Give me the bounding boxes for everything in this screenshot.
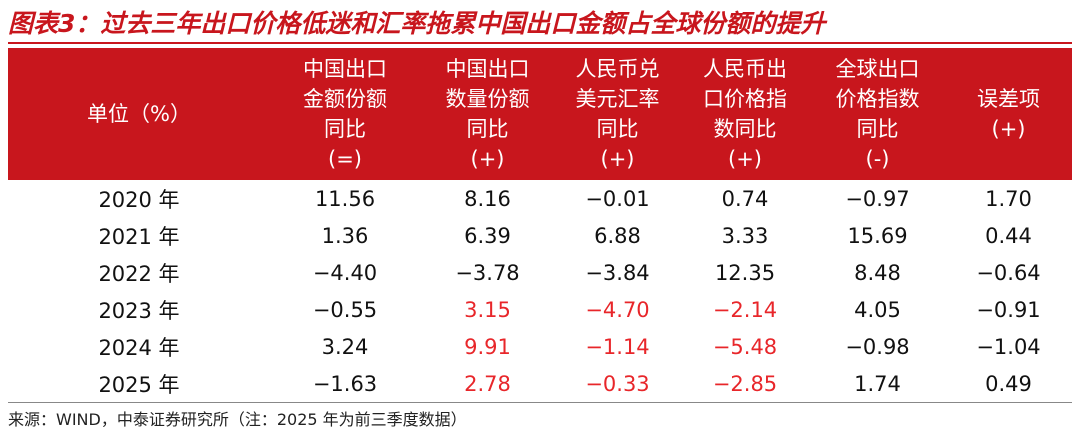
header-line: 同比	[856, 117, 899, 141]
value-cell: −4.40	[312, 260, 378, 285]
header-line: 数量份额	[445, 87, 530, 111]
header-cell: 中国出口金额份额同比 (=)	[270, 48, 420, 180]
value-cell: 6.88	[594, 223, 641, 248]
row-label: 2024 年	[98, 335, 180, 360]
value-cell: −4.70	[585, 297, 650, 322]
source-note: 来源：WIND，中泰证券研究所（注：2025 年为前三季度数据）	[8, 410, 467, 429]
header-line: 单位（%）	[87, 102, 191, 126]
value-cell: −2.85	[680, 365, 810, 403]
value-cell: −1.04	[976, 334, 1041, 359]
value-cell: 9.91	[464, 334, 511, 359]
value-cell: −1.63	[270, 365, 420, 403]
value-cell: 1.70	[985, 186, 1032, 211]
value-cell: 8.48	[854, 260, 901, 285]
title: 图表3：过去三年出口价格低迷和汇率拖累中国出口金额占全球份额的提升	[8, 6, 1072, 44]
value-cell: −3.78	[455, 260, 520, 285]
value-cell: −1.14	[585, 334, 650, 359]
header-line: (+)	[728, 147, 762, 171]
value-cell: −2.14	[712, 297, 778, 322]
header-line: 金额份额	[303, 87, 387, 111]
header-line: 中国出口	[303, 57, 387, 81]
header-line: (+)	[600, 147, 635, 171]
header-row: 单位（%） 中国出口 金额份额 同比 (=) 中国出口 数量份额 同比 (+) 人民币兑 美元汇率同…	[8, 48, 1072, 180]
value-cell: −0.98	[845, 334, 910, 359]
header-line: 口价格指	[703, 87, 787, 111]
value-cell: 0.49	[945, 365, 1072, 403]
value-cell: 12.35	[714, 260, 776, 285]
value-cell: 3.24	[321, 334, 369, 359]
header-line: (+)	[991, 117, 1026, 141]
value-cell: 15.69	[847, 223, 908, 248]
header-line: 数同比	[713, 117, 777, 141]
header-line: 人民币出	[703, 57, 787, 81]
table-row: 2024 年 3.24 9.91 −1.14 −5.48 −0.98 −1.04	[8, 328, 1072, 365]
value-cell: 1.36	[321, 223, 369, 248]
value-cell: 0.44	[985, 223, 1032, 248]
row-label: 2021 年	[98, 224, 180, 249]
value-cell: −3.84	[585, 260, 650, 285]
header-line: 同比	[324, 117, 366, 141]
value-cell: 2.78	[420, 365, 555, 403]
header-cell: 误差项 (+)	[945, 48, 1072, 180]
header-line: 误差项	[977, 87, 1040, 111]
value-cell: −0.33	[555, 365, 680, 403]
header-line: 价格指数	[835, 87, 920, 111]
table-row: 2025 年 −1.63 2.78 −0.33 −2.85 1.74 0.49	[8, 365, 1072, 403]
table-row: 2023 年 −0.55 3.15 −4.70 −2.14 4.05 −0.91	[8, 291, 1072, 328]
header-cell: 单位（%）	[8, 48, 270, 180]
value-cell: 3.33	[721, 223, 769, 248]
table-body: 2020 年 11.56 8.16 −0.01 0.74 −0.97 1.70 2021 年 1…	[8, 180, 1072, 403]
value-cell: −0.64	[976, 260, 1041, 285]
header-line: (=)	[328, 147, 362, 171]
header-cell: 人民币兑美元汇率同比 (+)	[555, 48, 680, 180]
header-cell: 中国出口数量份额同比 (+)	[420, 48, 555, 180]
header-line: 全球出口	[835, 57, 920, 81]
header-line: 同比	[466, 117, 509, 141]
header-cell: 人民币出口价格指数同比 (+)	[680, 48, 810, 180]
value-cell: 0.74	[721, 186, 769, 211]
table-row: 2021 年 1.36 6.39 6.88 3.33 15.69 0.44	[8, 217, 1072, 254]
value-cell: 8.16	[464, 186, 511, 211]
value-cell: −0.01	[585, 186, 650, 211]
header-line: 同比	[596, 117, 639, 141]
row-label: 2023 年	[98, 298, 180, 323]
header-line: (+)	[470, 147, 505, 171]
data-table: 单位（%） 中国出口 金额份额 同比 (=) 中国出口 数量份额 同比 (+) 人民币兑 美元汇率同…	[8, 48, 1072, 403]
table-row: 2022 年 −4.40 −3.78 −3.84 12.35 8.48 −0.64	[8, 254, 1072, 291]
header-line: 人民币兑	[575, 57, 660, 81]
value-cell: 6.39	[464, 223, 511, 248]
value-cell: 4.05	[854, 297, 901, 322]
value-cell: 1.74	[810, 365, 945, 403]
table-row: 2020 年 11.56 8.16 −0.01 0.74 −0.97 1.70	[8, 180, 1072, 217]
row-label: 2025 年	[8, 365, 270, 403]
header-line: 美元汇率	[575, 87, 660, 111]
value-cell: 11.56	[314, 186, 376, 211]
header-line: (-)	[865, 147, 890, 171]
value-cell: 3.15	[464, 297, 511, 322]
row-label: 2020 年	[98, 187, 180, 212]
row-label: 2022 年	[98, 261, 180, 286]
value-cell: −0.91	[976, 297, 1041, 322]
value-cell: −5.48	[712, 334, 778, 359]
value-cell: −0.97	[845, 186, 910, 211]
header-cell: 全球出口价格指数同比 (-)	[810, 48, 945, 180]
header-line: 中国出口	[445, 57, 530, 81]
value-cell: −0.55	[312, 297, 378, 322]
